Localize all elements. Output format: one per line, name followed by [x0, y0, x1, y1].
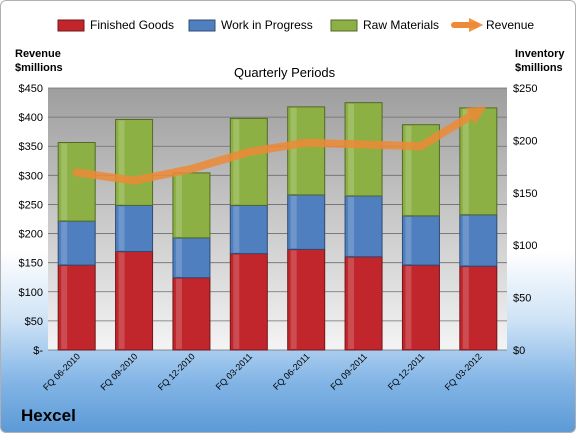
bar-highlight-0-6: [405, 266, 412, 349]
left-tick-label-8: $400: [19, 112, 43, 124]
legend-label-1: Work in Progress: [221, 18, 313, 32]
revenue-line-path: [72, 106, 487, 185]
chart-title: Quarterly Periods: [234, 65, 336, 80]
bar-1-0: [57, 220, 96, 266]
bar-2-1: [115, 118, 154, 206]
left-tick-label-7: $350: [19, 141, 43, 153]
bar-0-3: [229, 253, 268, 351]
bar-1-7: [459, 214, 498, 267]
legend-label-0: Finished Goods: [90, 18, 174, 32]
right-tick-label-3: $150: [513, 188, 537, 200]
bar-1-4: [287, 194, 326, 250]
bar-highlight-1-3: [233, 206, 240, 253]
bar-2-3: [229, 117, 268, 206]
bar-highlight-1-7: [462, 215, 469, 266]
right-tick-label-5: $250: [513, 83, 537, 95]
right-tick-label-4: $200: [513, 135, 537, 147]
x-axis-ticks: FQ 06-2010 FQ 09-2010 FQ 12-2010 FQ 03-2011…: [41, 351, 484, 392]
left-tick-label-5: $250: [19, 199, 43, 211]
bar-0-4: [287, 248, 326, 351]
right-axis-ticks: $0 $50 $100 $150 $200 $250: [513, 83, 537, 357]
left-axis-label-line1: Revenue: [15, 48, 61, 60]
bar-0-5: [344, 256, 383, 351]
bar-highlight-2-7: [462, 108, 469, 214]
right-tick-label-1: $50: [513, 293, 531, 305]
bar-highlight-1-0: [61, 222, 68, 265]
bar-2-7: [459, 107, 498, 216]
x-tick-label-5: FQ 09-2011: [328, 351, 369, 392]
bar-0-0: [57, 264, 96, 351]
bar-highlight-1-1: [118, 206, 125, 251]
x-tick-label-6: FQ 12-2011: [386, 351, 427, 392]
bar-highlight-2-1: [118, 120, 125, 205]
bar-highlight-2-3: [233, 119, 240, 205]
left-tick-label-1: $50: [25, 316, 43, 328]
bar-highlight-0-3: [233, 254, 240, 349]
bar-1-3: [229, 204, 268, 255]
bar-highlight-0-5: [348, 257, 355, 349]
left-axis-label-line2: $millions: [15, 62, 63, 74]
bar-highlight-0-4: [290, 250, 297, 349]
right-tick-label-0: $0: [513, 345, 525, 357]
bar-0-6: [401, 264, 440, 351]
right-axis-label-line1: Inventory: [515, 48, 565, 60]
bar-highlight-0-0: [61, 266, 68, 349]
bar-highlight-2-6: [405, 125, 412, 215]
bar-highlight-2-2: [175, 173, 182, 237]
x-tick-label-1: FQ 09-2010: [98, 351, 139, 392]
left-tick-label-9: $450: [19, 83, 43, 95]
legend-label-3: Revenue: [486, 18, 534, 32]
left-tick-label-3: $150: [19, 258, 43, 270]
right-tick-label-2: $100: [513, 240, 537, 252]
bar-2-5: [344, 102, 383, 197]
legend-swatch-0: [57, 19, 85, 32]
bar-highlight-2-5: [348, 103, 355, 195]
x-tick-label-7: FQ 03-2012: [443, 351, 484, 392]
revenue-line: [72, 106, 487, 185]
bar-highlight-0-7: [462, 267, 469, 349]
legend-label-2: Raw Materials: [363, 18, 439, 32]
bar-highlight-0-2: [175, 278, 182, 349]
legend-swatch-1: [188, 19, 216, 32]
bars: [57, 102, 498, 351]
bar-highlight-0-1: [118, 252, 125, 349]
x-tick-label-4: FQ 06-2011: [271, 351, 312, 392]
right-axis-label-line2: $millions: [515, 62, 563, 74]
left-tick-label-0: $-: [33, 345, 43, 357]
legend-swatch-2: [330, 19, 358, 32]
x-tick-label-3: FQ 03-2011: [214, 351, 255, 392]
bar-highlight-2-4: [290, 107, 297, 194]
left-tick-label-4: $200: [19, 229, 43, 241]
bar-highlight-1-5: [348, 196, 355, 256]
bar-highlight-1-6: [405, 216, 412, 265]
x-tick-label-2: FQ 12-2010: [156, 351, 197, 392]
x-tick-label-0: FQ 06-2010: [41, 351, 82, 392]
brand-name: Hexcel: [21, 406, 76, 425]
bar-2-0: [57, 141, 96, 222]
bar-highlight-1-4: [290, 195, 297, 249]
bar-1-5: [344, 195, 383, 258]
bar-0-1: [115, 250, 154, 351]
legend: Finished Goods Work in Progress Raw Materi…: [57, 17, 534, 33]
bar-highlight-2-0: [61, 143, 68, 221]
bar-1-6: [401, 215, 440, 266]
bar-2-2: [172, 172, 211, 239]
left-tick-label-6: $300: [19, 170, 43, 182]
bar-0-7: [459, 265, 498, 351]
left-axis-ticks: $- $50 $100 $150 $200 $250 $300 $350 $400 $450: [19, 83, 44, 357]
bar-2-4: [287, 106, 326, 196]
bar-highlight-1-2: [175, 238, 182, 277]
left-tick-label-2: $100: [19, 287, 43, 299]
